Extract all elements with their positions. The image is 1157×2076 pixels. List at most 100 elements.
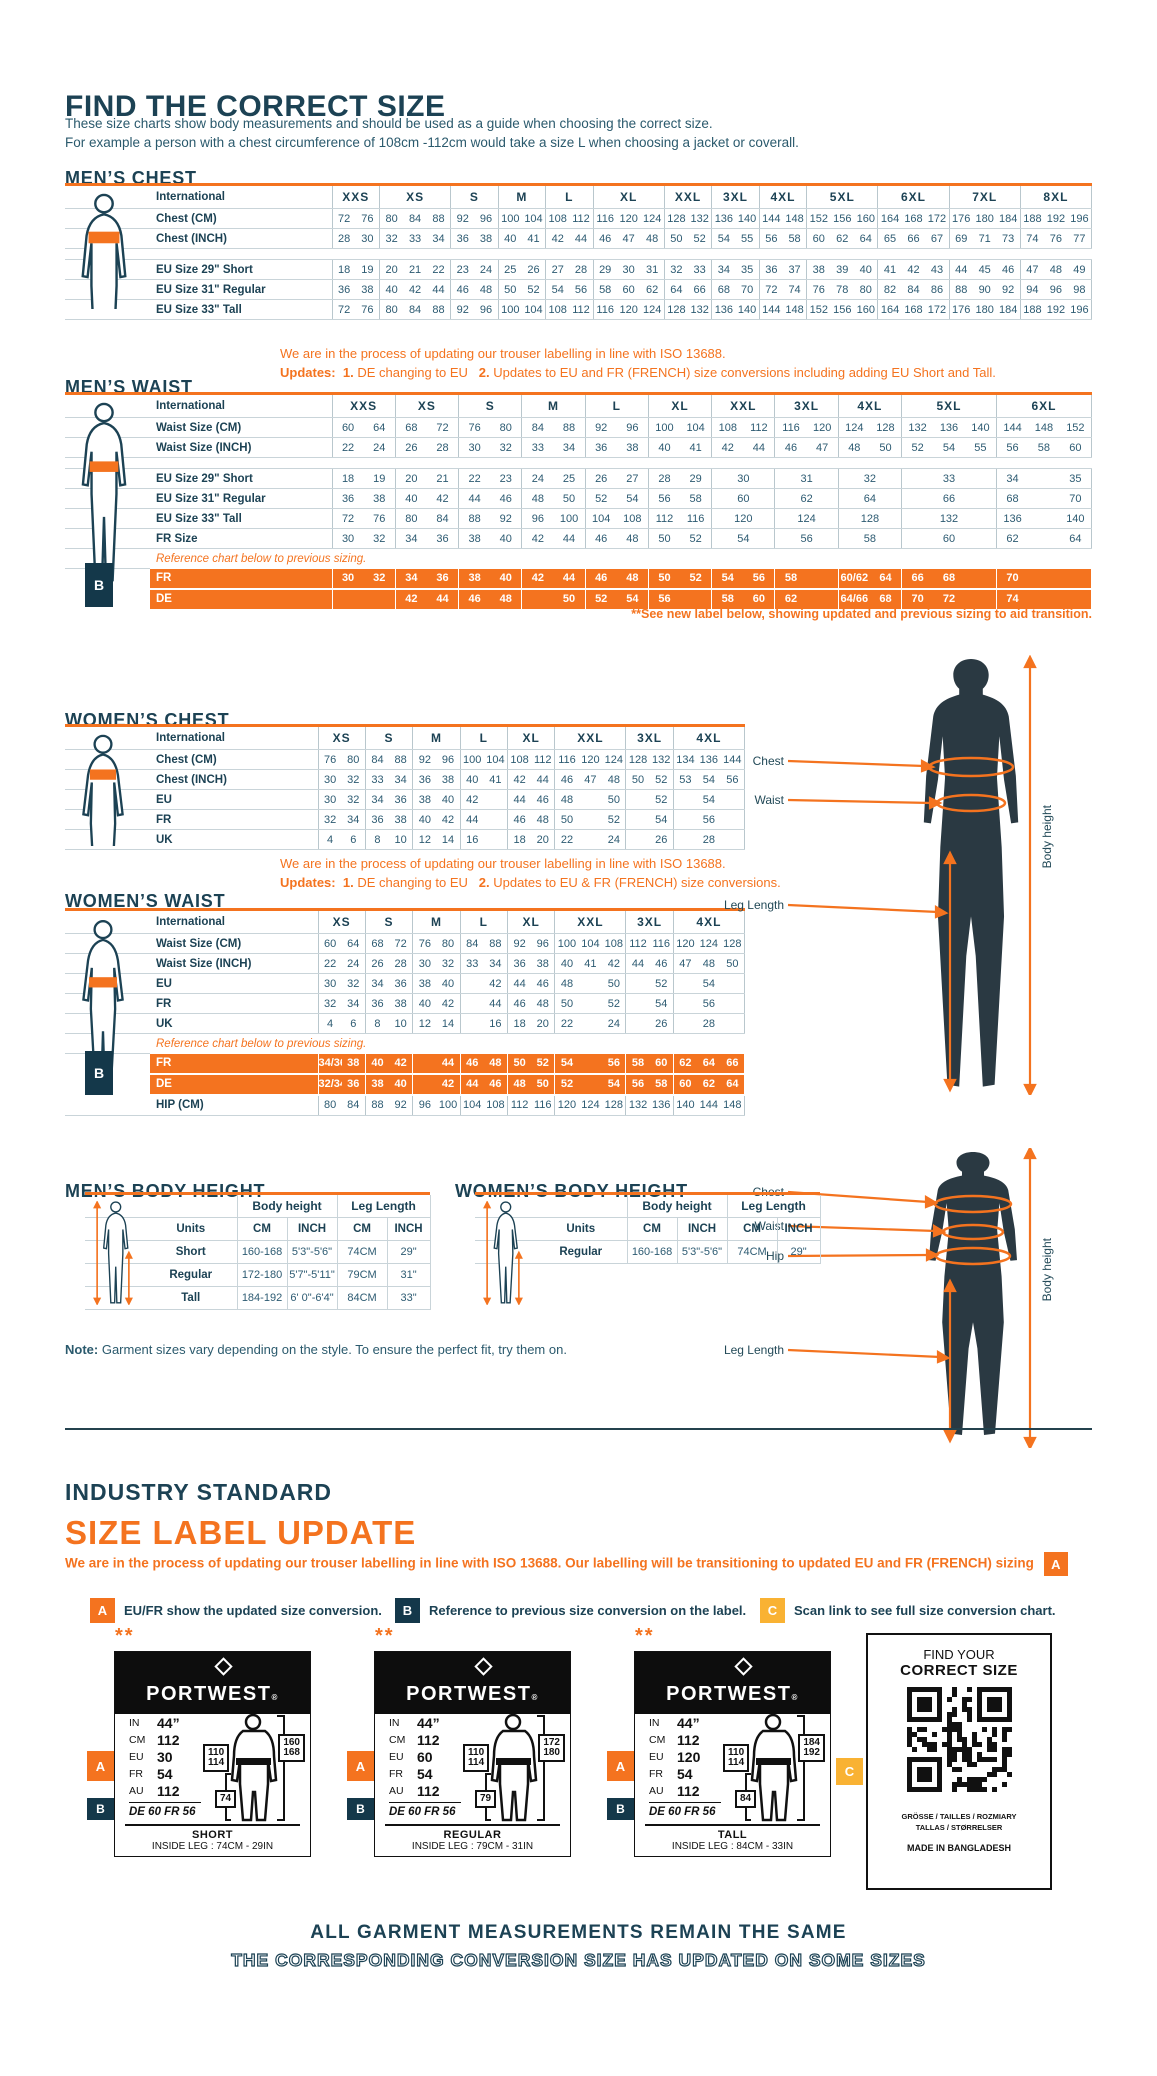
table-cell: 26 <box>521 259 547 280</box>
transition-stars: ** <box>635 1625 655 1647</box>
table-cell: 76 <box>1044 228 1068 249</box>
table-cell: 136 <box>649 1094 674 1116</box>
table-cell: 116 <box>680 508 713 529</box>
female-height-figure-icon <box>483 1201 523 1305</box>
table-cell: 50 <box>602 973 627 994</box>
table-cell: 47 <box>616 228 641 249</box>
table-cell: 108 <box>483 1094 508 1116</box>
table-cell: 54 <box>616 488 649 509</box>
table-cell: 66 <box>901 568 934 590</box>
legend-text: EU/FR show the updated size conversion. <box>124 1603 382 1618</box>
size-column-header: 5XL <box>901 395 997 418</box>
table-cell: 47 <box>578 769 603 790</box>
table-cell: 29 <box>680 468 713 489</box>
table-cell: 124 <box>697 933 721 954</box>
table-cell: 26 <box>649 1013 674 1034</box>
table-cell: 29" <box>777 1240 821 1264</box>
table-cell: 40 <box>436 973 461 994</box>
table-cell: 30 <box>318 973 342 994</box>
table-cell: 40 <box>460 769 484 790</box>
table-cell: 108 <box>545 208 570 229</box>
table-cell: 30 <box>318 769 342 790</box>
table-cell: 66 <box>688 279 713 300</box>
table-cell: 144 <box>697 1094 721 1116</box>
column-header: INCH <box>387 1217 431 1241</box>
table-cell: 38 <box>412 973 437 994</box>
intro-line-2: For example a person with a chest circum… <box>65 135 799 150</box>
size-column-header: XXL <box>554 911 627 934</box>
row-label: Waist Size (INCH) <box>150 437 333 458</box>
table-cell: 48 <box>490 588 523 611</box>
female-waist-figure-icon <box>82 920 124 1095</box>
table-cell: 40 <box>379 279 404 300</box>
table-cell: 48 <box>640 228 665 249</box>
table-cell <box>625 993 650 1014</box>
table-cell: 36 <box>365 993 390 1014</box>
table-cell: 54 <box>545 279 570 300</box>
table-cell: 28 <box>697 829 721 850</box>
chest-label: Chest <box>752 754 784 768</box>
table-cell: 42 <box>901 259 926 280</box>
table-cell: 30 <box>412 953 437 974</box>
table-cell: 42 <box>521 528 554 549</box>
table-cell: 128 <box>602 1094 627 1116</box>
table-cell: 46 <box>554 769 579 790</box>
row-label: Waist Size (CM) <box>150 417 333 438</box>
table-cell: 35 <box>1059 468 1092 489</box>
size-row: CM 112 <box>649 1731 700 1748</box>
table-cell: 34 <box>341 993 366 1014</box>
table-cell: 48 <box>554 789 579 810</box>
row-label: HIP (CM) <box>150 1094 319 1116</box>
table-cell: 90 <box>972 279 997 300</box>
table-cell: 52 <box>688 228 713 249</box>
table-cell <box>673 829 697 850</box>
table-cell: 80 <box>341 749 366 770</box>
table-cell: 36 <box>450 228 475 249</box>
table-cell: 24 <box>602 1013 627 1034</box>
table-cell <box>625 789 650 810</box>
table-cell: 148 <box>720 1094 745 1116</box>
update-note-updates: Updates: 1. DE changing to EU 2. Updates… <box>280 365 996 380</box>
size-column-header: 6XL <box>877 186 950 209</box>
table-cell <box>673 809 697 830</box>
table-cell <box>578 1073 603 1096</box>
table-cell: 60 <box>1059 437 1092 458</box>
size-column-header: XXS <box>332 395 396 418</box>
table-cell: 36 <box>426 528 460 549</box>
table-cell: 80 <box>490 417 523 438</box>
table-row: Chest (CM) 76 80 84 88 92 96 100 104 108 112 116 120… <box>65 749 745 770</box>
table-cell: 23 <box>490 468 523 489</box>
table-cell <box>1028 508 1060 529</box>
table-cell: 56 <box>602 1053 627 1075</box>
table-cell: 88 <box>426 299 452 320</box>
table-cell: 28 <box>697 1013 721 1034</box>
table-cell: 56 <box>569 279 594 300</box>
table-cell: 8 <box>365 1013 390 1034</box>
size-label-card: ** PORTWEST® IN 44” CM 112 EU 30 FR 54 AU 112 DE 60 … <box>87 1625 311 1857</box>
table-cell: 88 <box>949 279 973 300</box>
table-cell: 132 <box>688 208 713 229</box>
waist-label: Waist <box>754 793 784 807</box>
page-title: FIND THE CORRECT SIZE <box>65 90 446 124</box>
size-table: International XS S M L XL XXL 3XL 4XL Waist Size … <box>65 911 746 1116</box>
table-cell: 50 <box>553 588 586 611</box>
table-cell: 22 <box>458 468 491 489</box>
size-table: International XS S M L XL XXL 3XL 4XL Chest (CM) 7… <box>65 727 746 850</box>
row-label: UK <box>150 829 319 850</box>
table-cell <box>412 1053 437 1075</box>
table-cell: 58 <box>680 488 713 509</box>
table-cell: 8 <box>365 829 390 850</box>
row-label: Regular <box>535 1240 628 1264</box>
table-row: Reference chart below to previous sizing… <box>65 548 1092 569</box>
size-column-header: XS <box>318 911 366 934</box>
table-cell: 104 <box>483 749 508 770</box>
inside-leg: INSIDE LEG : 84CM - 33IN <box>671 1841 794 1852</box>
table-row: UK 4 6 8 10 12 14 16 18 20 22 24 26 28 <box>65 1013 745 1034</box>
table-cell: 67 <box>925 228 950 249</box>
table-cell: 112 <box>648 508 681 529</box>
table-cell: 56 <box>996 437 1029 458</box>
units-label: Units <box>535 1217 628 1241</box>
industry-standard-heading: INDUSTRY STANDARD <box>65 1479 333 1506</box>
table-cell: 32 <box>838 468 903 489</box>
table-cell: 184-192 <box>237 1286 288 1310</box>
